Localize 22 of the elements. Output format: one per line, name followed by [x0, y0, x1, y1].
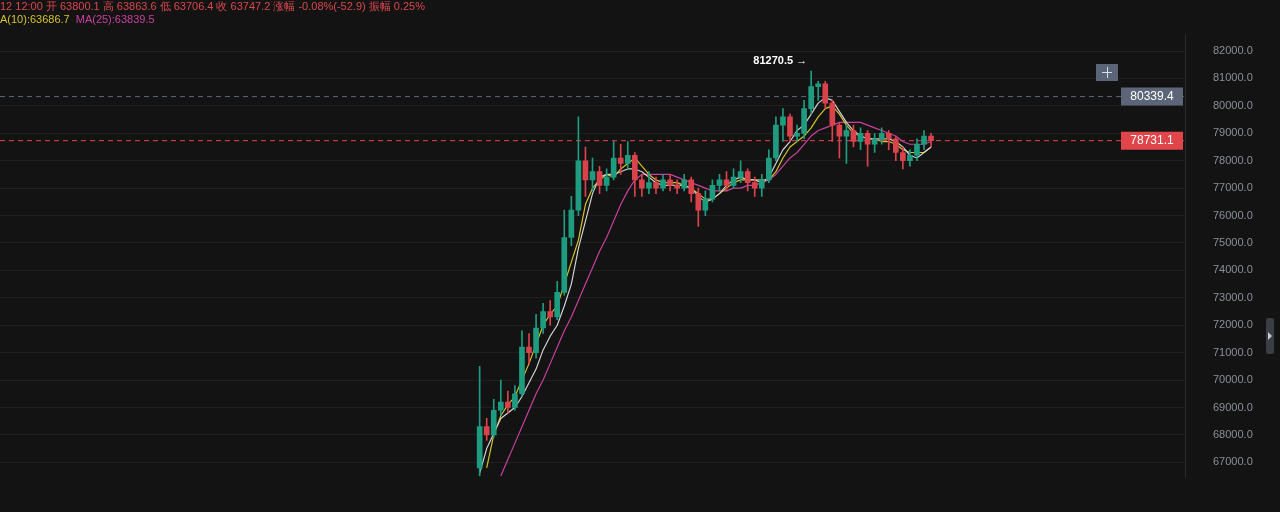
y-tick-label: 77000.0	[1213, 181, 1253, 194]
y-tick-label: 73000.0	[1213, 290, 1253, 303]
y-tick-label: 75000.0	[1213, 236, 1253, 249]
y-tick-label: 78000.0	[1213, 153, 1253, 166]
y-tick-label: 71000.0	[1213, 345, 1253, 358]
y-tick-label: 81000.0	[1213, 71, 1253, 84]
text: MA(25):63839.5	[75, 13, 155, 25]
text: 12 12:00 开 63800.1 高 63863.6 低 63706.4 收 63747.2 涨幅 -0.08%(-52.9) 振幅 0.25%	[0, 0, 425, 14]
y-tick-label: 69000.0	[1213, 400, 1253, 413]
y-tick-label: 79000.0	[1213, 126, 1253, 139]
y-tick-label: 82000.0	[1213, 44, 1253, 57]
y-tick-label: 67000.0	[1213, 455, 1253, 468]
y-tick-label: 80000.0	[1213, 98, 1253, 111]
ref-line-label: 80339.4	[1130, 88, 1175, 103]
y-tick-label: 68000.0	[1213, 427, 1253, 440]
y-tick-label: 72000.0	[1213, 318, 1253, 331]
annotation: 81270.5 →	[753, 54, 808, 67]
y-tick-label: 74000.0	[1213, 263, 1253, 276]
ref-line-label: 78731.1	[1130, 132, 1175, 147]
y-tick-label: 76000.0	[1213, 208, 1253, 221]
text: A(10):63686.7	[0, 13, 70, 25]
y-tick-label: 70000.0	[1213, 373, 1253, 386]
